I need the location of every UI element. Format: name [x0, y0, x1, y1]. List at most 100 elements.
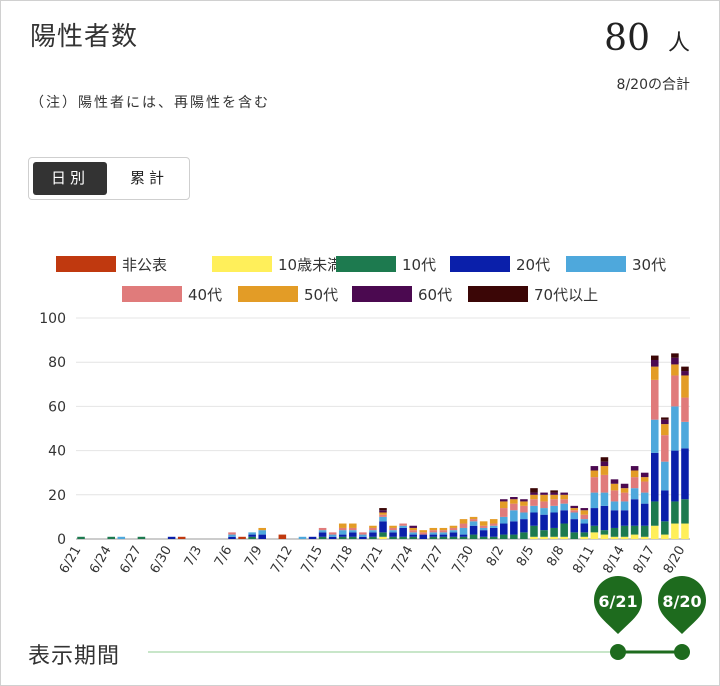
bar-segment	[308, 536, 317, 539]
x-tick-label: 7/6	[212, 544, 235, 570]
bar-segment	[409, 527, 417, 531]
bar-segment	[449, 525, 458, 528]
bar-segment	[610, 501, 619, 511]
toggle-daily-button[interactable]: 日別	[33, 162, 107, 195]
toggle-cumulative-button[interactable]: 累計	[129, 169, 168, 187]
bar-segment	[671, 450, 679, 502]
bar-segment	[258, 534, 266, 539]
bar-segment	[540, 501, 548, 509]
bar-segment	[620, 536, 629, 539]
slider-handle-end[interactable]	[674, 644, 690, 660]
bar-segment	[318, 532, 327, 537]
bar-segment	[520, 505, 528, 513]
bar-segment	[640, 525, 649, 537]
bar-segment	[640, 481, 649, 493]
bar-segment	[520, 512, 528, 520]
note-text: （注）陽性者には、再陽性を含む	[30, 95, 270, 111]
bar-segment	[560, 494, 568, 500]
bar-segment	[671, 357, 679, 365]
bar-segment	[681, 371, 689, 376]
bar-segment	[570, 508, 579, 511]
bar-segment	[600, 505, 609, 531]
bar-segment	[510, 534, 518, 539]
bar-segment	[650, 452, 659, 502]
total-value: 80	[604, 18, 650, 59]
bar-segment	[349, 536, 357, 539]
bar-segment	[590, 466, 599, 471]
x-tick-label: 8/17	[631, 544, 659, 577]
bar-segment	[469, 516, 478, 520]
bar-segment	[650, 525, 659, 539]
bar-segment	[399, 525, 407, 528]
bar-segment	[379, 512, 387, 515]
legend-swatch	[352, 286, 412, 302]
bar-segment	[580, 532, 589, 537]
bar-segment	[459, 523, 468, 528]
bar-segment	[359, 534, 367, 537]
bar-segment	[671, 523, 679, 539]
bar-segment	[580, 536, 589, 539]
x-tick-label: 6/27	[117, 544, 145, 577]
bar-segment	[600, 466, 609, 475]
legend-swatch	[468, 286, 528, 302]
x-tick-label: 7/3	[182, 544, 205, 570]
bar-segment	[530, 499, 538, 506]
bar-segment	[530, 512, 538, 526]
y-tick-label: 60	[48, 399, 66, 415]
bar-segment	[500, 508, 508, 517]
bar-segment	[570, 510, 579, 513]
x-tick-label: 7/15	[298, 544, 326, 577]
bar-segment	[389, 536, 397, 539]
bar-segment	[661, 461, 669, 491]
x-tick-label: 7/30	[449, 544, 477, 577]
bar-segment	[650, 419, 659, 453]
legend-label: 非公表	[122, 256, 168, 274]
bar-segment	[540, 514, 548, 531]
bar-segment	[560, 492, 568, 495]
bar-segment	[650, 379, 659, 420]
bar-segment	[640, 477, 649, 482]
legend-swatch	[238, 286, 298, 302]
bar-segment	[379, 508, 387, 511]
legend-swatch	[566, 256, 626, 272]
bar-segment	[439, 532, 448, 535]
x-tick-label: 7/12	[268, 544, 296, 577]
bar-segment	[600, 530, 609, 535]
y-tick-label: 80	[48, 355, 66, 371]
bar-segment	[610, 490, 619, 502]
bar-segment	[369, 532, 377, 537]
x-tick-label: 8/11	[570, 544, 598, 577]
bar-segment	[399, 527, 407, 537]
bar-segment	[550, 512, 558, 528]
bar-segment	[681, 397, 689, 422]
bar-segment	[409, 530, 417, 533]
bar-segment	[177, 536, 186, 539]
bar-segment	[500, 501, 508, 509]
bar-segment	[610, 536, 619, 539]
bar-segment	[681, 499, 689, 524]
bar-segment	[429, 530, 438, 533]
slider-handle-start[interactable]	[610, 644, 626, 660]
bar-segment	[510, 497, 518, 500]
x-tick-label: 8/5	[514, 544, 537, 570]
bar-segment	[550, 499, 558, 506]
bar-segment	[520, 499, 528, 502]
bar-segment	[630, 466, 639, 471]
bar-segment	[620, 488, 629, 493]
bar-segment	[570, 512, 579, 520]
bar-segment	[600, 534, 609, 539]
bar-segment	[278, 534, 287, 539]
bar-segment	[640, 492, 649, 504]
bar-segment	[640, 536, 649, 539]
bar-segment	[328, 534, 337, 537]
bar-segment	[550, 536, 558, 539]
bar-segment	[429, 534, 438, 537]
bar-segment	[459, 534, 468, 537]
bar-segment	[590, 470, 599, 478]
legend-label: 70代以上	[534, 286, 599, 304]
bar-segment	[681, 375, 689, 398]
bar-segment	[610, 527, 619, 537]
bar-segment	[379, 532, 387, 537]
bar-segment	[590, 525, 599, 533]
bar-segment	[419, 534, 428, 539]
